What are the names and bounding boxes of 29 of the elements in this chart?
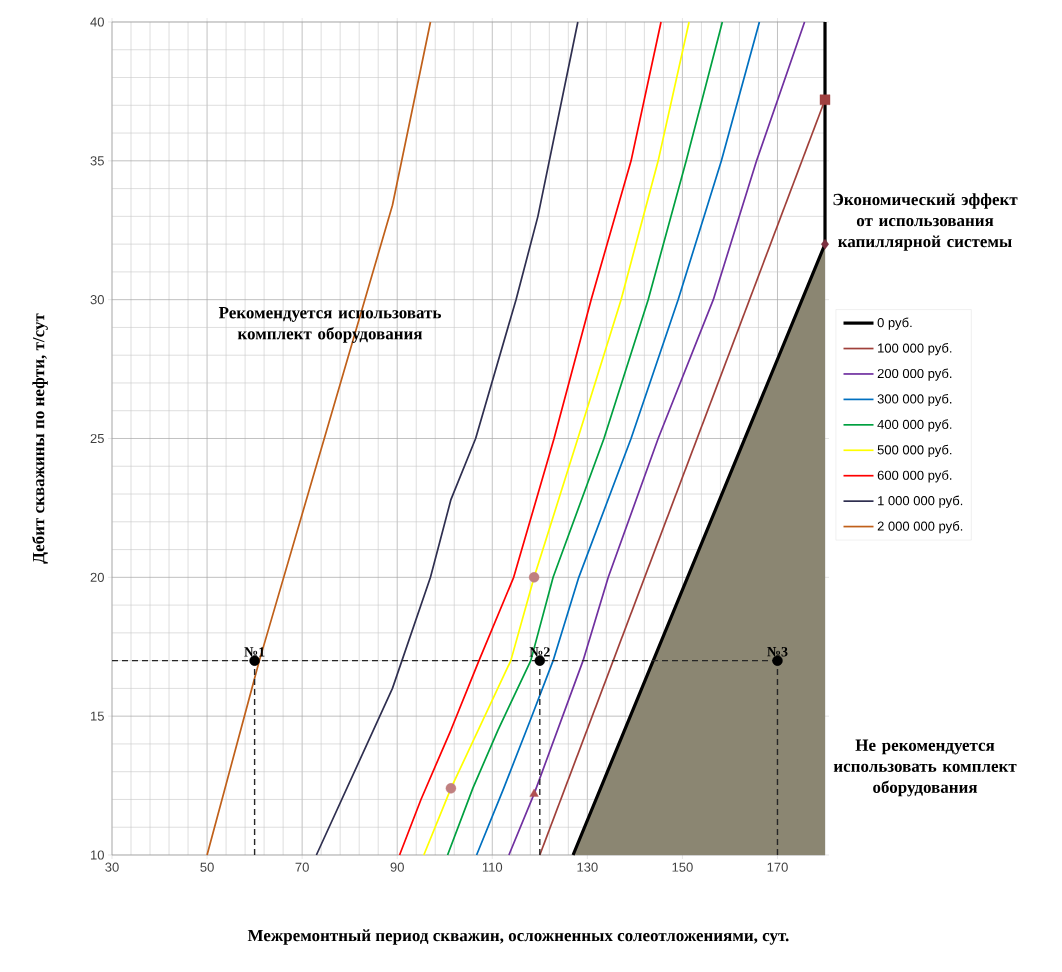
legend-label: 1 000 000 руб. — [878, 495, 963, 508]
x-tick-label: 30 — [105, 862, 119, 872]
x-tick-label: 90 — [390, 862, 404, 872]
y-tick-label: 15 — [91, 711, 104, 721]
legend-label: 100 000 руб. — [878, 343, 952, 356]
y-axis-title: Дебит скважины по нефти, т/сут — [32, 313, 48, 564]
x-tick-label: 110 — [482, 862, 503, 872]
text: Не рекомендуется использовать комплект оборудования — [833, 739, 1017, 797]
y-tick-label: 35 — [90, 156, 104, 166]
legend-label: 200 000 руб. — [877, 368, 952, 381]
y-tick-label: 40 — [90, 17, 104, 27]
legend-label: 0 руб. — [877, 317, 912, 330]
legend-label: 600 000 руб. — [877, 470, 952, 483]
x-tick-label: 130 — [577, 862, 598, 872]
y-tick-label: 10 — [91, 850, 104, 860]
annotation: №3 — [767, 647, 788, 657]
legend-label: 300 000 руб. — [877, 393, 952, 407]
x-tick-label: 70 — [295, 862, 309, 872]
x-tick-label: 150 — [672, 862, 693, 872]
legend-label: 500 000 руб. — [877, 444, 952, 457]
x-tick-label: 170 — [767, 862, 788, 872]
y-tick-label: 30 — [90, 295, 104, 305]
y-tick-label: 25 — [90, 433, 104, 444]
legend-label: 400 000 руб. — [877, 419, 952, 432]
text: Экономический эффект от использования капиллярной системы — [833, 193, 1018, 251]
x-tick-label: 50 — [200, 862, 214, 872]
y-tick-label: 20 — [90, 572, 104, 582]
legend-label: 2 000 000 руб. — [877, 521, 963, 534]
x-axis-title: Межремонтный период скважин, осложненных солеотложениями, сут. — [247, 929, 789, 945]
